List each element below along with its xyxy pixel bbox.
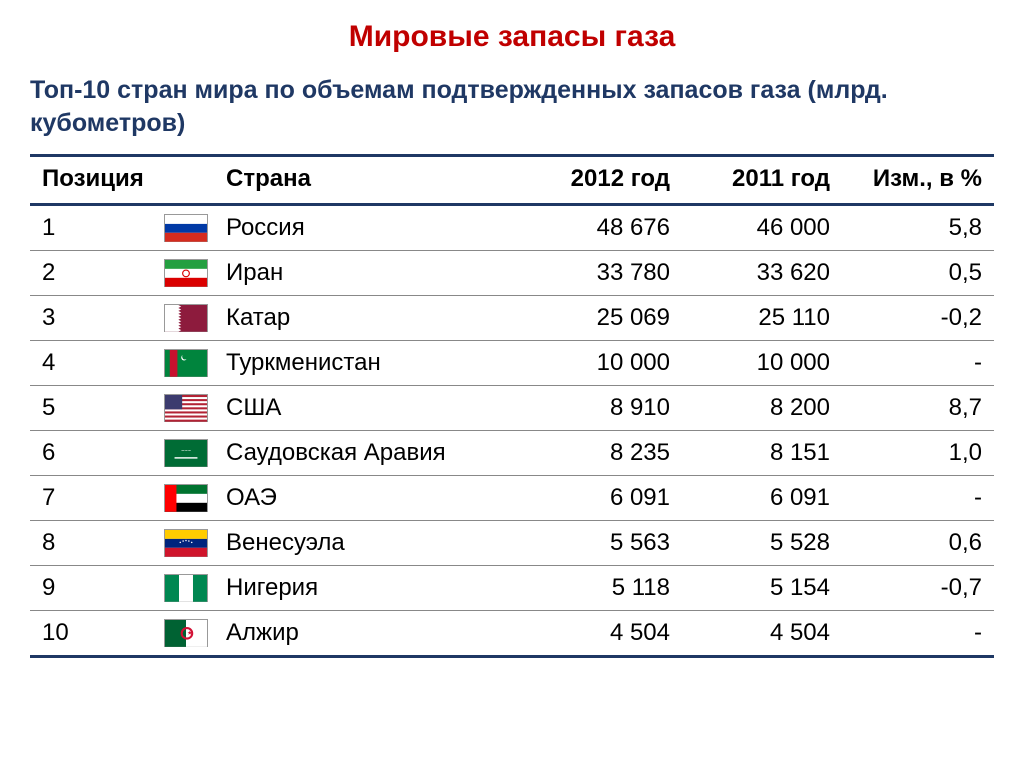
cell-2011: 5 154	[690, 566, 850, 611]
header-change: Изм., в %	[850, 156, 994, 205]
header-2012: 2012 год	[520, 156, 690, 205]
cell-flag	[160, 566, 220, 611]
cell-flag	[160, 296, 220, 341]
cell-position: 5	[30, 386, 160, 431]
cell-country: Россия	[220, 205, 520, 251]
cell-flag: ~~~	[160, 431, 220, 476]
cell-position: 6	[30, 431, 160, 476]
usa-flag-icon	[164, 394, 208, 422]
iran-flag-icon	[164, 259, 208, 287]
turkmenistan-flag-icon	[164, 349, 208, 377]
cell-flag	[160, 611, 220, 657]
cell-change: 8,7	[850, 386, 994, 431]
cell-2012: 6 091	[520, 476, 690, 521]
table-row: 10Алжир4 5044 504-	[30, 611, 994, 657]
cell-position: 9	[30, 566, 160, 611]
cell-country: Алжир	[220, 611, 520, 657]
cell-country: ОАЭ	[220, 476, 520, 521]
cell-2011: 5 528	[690, 521, 850, 566]
cell-2012: 8 235	[520, 431, 690, 476]
venezuela-flag-icon	[164, 529, 208, 557]
table-row: 1 Россия48 67646 0005,8	[30, 205, 994, 251]
cell-position: 8	[30, 521, 160, 566]
cell-change: -	[850, 341, 994, 386]
cell-2012: 5 118	[520, 566, 690, 611]
cell-country: Туркменистан	[220, 341, 520, 386]
cell-change: -	[850, 476, 994, 521]
cell-change: 0,5	[850, 251, 994, 296]
table-row: 3 Катар25 06925 110-0,2	[30, 296, 994, 341]
table-row: 8 Венесуэла5 5635 5280,6	[30, 521, 994, 566]
table-row: 5 США8 9108 2008,7	[30, 386, 994, 431]
cell-2011: 6 091	[690, 476, 850, 521]
russia-flag-icon	[164, 214, 208, 242]
cell-change: 1,0	[850, 431, 994, 476]
header-country: Страна	[220, 156, 520, 205]
cell-position: 10	[30, 611, 160, 657]
cell-change: 0,6	[850, 521, 994, 566]
page-title: Мировые запасы газа	[30, 20, 994, 54]
table-row: 6 ~~~ Саудовская Аравия8 2358 1511,0	[30, 431, 994, 476]
header-2011: 2011 год	[690, 156, 850, 205]
table-row: 7ОАЭ6 0916 091-	[30, 476, 994, 521]
cell-change: -	[850, 611, 994, 657]
cell-2011: 4 504	[690, 611, 850, 657]
nigeria-flag-icon	[164, 574, 208, 602]
cell-2011: 8 200	[690, 386, 850, 431]
header-position: Позиция	[30, 156, 160, 205]
cell-country: Иран	[220, 251, 520, 296]
cell-2011: 25 110	[690, 296, 850, 341]
table-row: 2 Иран33 78033 6200,5	[30, 251, 994, 296]
cell-2011: 46 000	[690, 205, 850, 251]
cell-country: Нигерия	[220, 566, 520, 611]
cell-position: 2	[30, 251, 160, 296]
cell-2012: 48 676	[520, 205, 690, 251]
cell-position: 3	[30, 296, 160, 341]
uae-flag-icon	[164, 484, 208, 512]
cell-change: -0,2	[850, 296, 994, 341]
page-subtitle: Топ-10 стран мира по объемам подтвержден…	[30, 74, 994, 139]
cell-2011: 10 000	[690, 341, 850, 386]
table-header-row: Позиция Страна 2012 год 2011 год Изм., в…	[30, 156, 994, 205]
saudi-arabia-flag-icon: ~~~	[164, 439, 208, 467]
cell-flag	[160, 205, 220, 251]
header-flag	[160, 156, 220, 205]
cell-flag	[160, 251, 220, 296]
cell-2012: 33 780	[520, 251, 690, 296]
cell-2012: 8 910	[520, 386, 690, 431]
cell-position: 1	[30, 205, 160, 251]
cell-2012: 4 504	[520, 611, 690, 657]
cell-2011: 8 151	[690, 431, 850, 476]
svg-text:~~~: ~~~	[181, 448, 192, 454]
cell-flag	[160, 521, 220, 566]
cell-position: 4	[30, 341, 160, 386]
cell-flag	[160, 386, 220, 431]
cell-flag	[160, 476, 220, 521]
qatar-flag-icon	[164, 304, 208, 332]
table-row: 9 Нигерия5 1185 154-0,7	[30, 566, 994, 611]
cell-2011: 33 620	[690, 251, 850, 296]
cell-change: -0,7	[850, 566, 994, 611]
table-row: 4Туркменистан10 00010 000-	[30, 341, 994, 386]
cell-flag	[160, 341, 220, 386]
cell-position: 7	[30, 476, 160, 521]
algeria-flag-icon	[164, 619, 208, 647]
gas-reserves-table: Позиция Страна 2012 год 2011 год Изм., в…	[30, 154, 994, 658]
cell-change: 5,8	[850, 205, 994, 251]
cell-2012: 10 000	[520, 341, 690, 386]
cell-country: США	[220, 386, 520, 431]
cell-2012: 25 069	[520, 296, 690, 341]
cell-country: Саудовская Аравия	[220, 431, 520, 476]
cell-country: Венесуэла	[220, 521, 520, 566]
cell-2012: 5 563	[520, 521, 690, 566]
cell-country: Катар	[220, 296, 520, 341]
